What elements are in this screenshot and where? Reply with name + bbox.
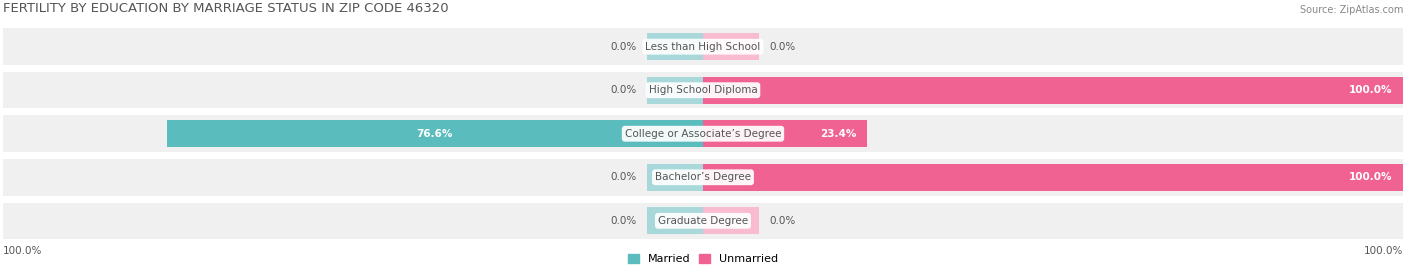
Text: 100.0%: 100.0% (1350, 85, 1393, 95)
Text: 0.0%: 0.0% (769, 216, 796, 226)
Text: Graduate Degree: Graduate Degree (658, 216, 748, 226)
Text: 0.0%: 0.0% (610, 216, 637, 226)
Bar (703, 33, 759, 60)
Text: 76.6%: 76.6% (416, 129, 453, 139)
Text: 100.0%: 100.0% (1364, 246, 1403, 256)
Bar (3, 159, 1403, 196)
Bar (647, 207, 703, 234)
Bar (3, 72, 1403, 108)
Text: 0.0%: 0.0% (610, 42, 637, 52)
Text: Source: ZipAtlas.com: Source: ZipAtlas.com (1301, 5, 1403, 15)
Text: 100.0%: 100.0% (1350, 172, 1393, 182)
Text: FERTILITY BY EDUCATION BY MARRIAGE STATUS IN ZIP CODE 46320: FERTILITY BY EDUCATION BY MARRIAGE STATU… (3, 2, 449, 15)
Text: College or Associate’s Degree: College or Associate’s Degree (624, 129, 782, 139)
Text: Less than High School: Less than High School (645, 42, 761, 52)
Bar (703, 77, 1403, 104)
Bar (3, 115, 1403, 152)
Bar (647, 33, 703, 60)
Bar (703, 120, 868, 147)
Legend: Married, Unmarried: Married, Unmarried (623, 249, 783, 268)
Bar (703, 207, 759, 234)
Text: High School Diploma: High School Diploma (648, 85, 758, 95)
Text: 0.0%: 0.0% (610, 85, 637, 95)
Bar (3, 203, 1403, 239)
Text: 0.0%: 0.0% (610, 172, 637, 182)
Bar (703, 164, 1403, 191)
Text: Bachelor’s Degree: Bachelor’s Degree (655, 172, 751, 182)
Text: 0.0%: 0.0% (769, 42, 796, 52)
Bar (647, 77, 703, 104)
Bar (3, 29, 1403, 65)
Bar (167, 120, 703, 147)
Bar (647, 164, 703, 191)
Text: 23.4%: 23.4% (820, 129, 856, 139)
Text: 100.0%: 100.0% (3, 246, 42, 256)
